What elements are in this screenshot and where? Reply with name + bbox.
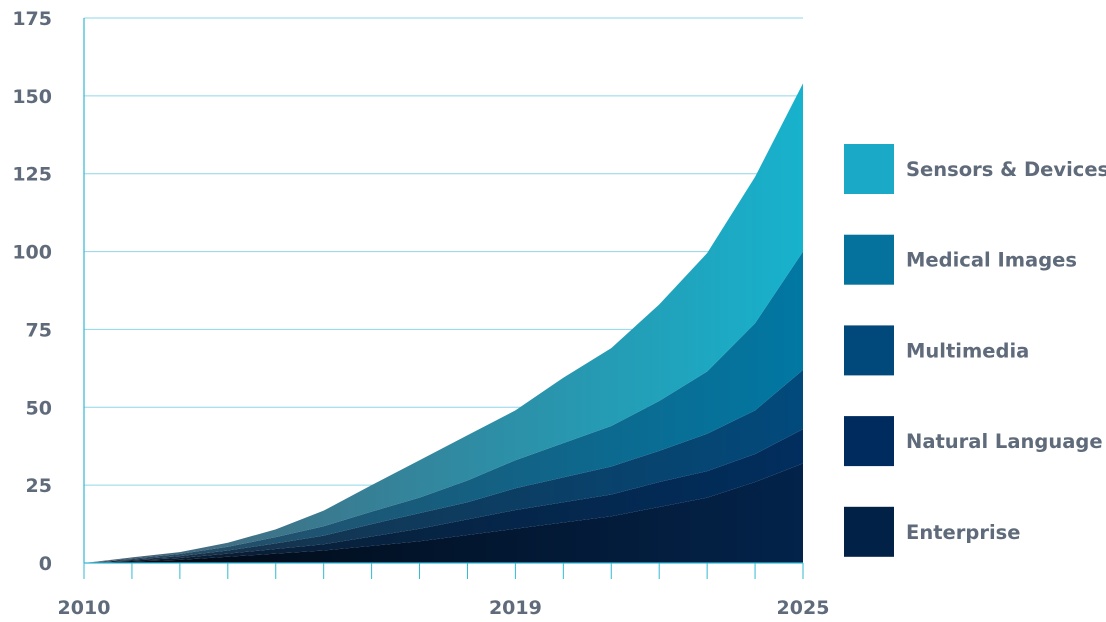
legend: Sensors & Devices Medical Images Multimedi… — [844, 144, 1106, 557]
y-tick-label: 0 — [39, 553, 52, 575]
legend-label: Medical Images — [906, 249, 1077, 272]
legend-label: Sensors & Devices — [906, 158, 1106, 181]
axis-layer — [83, 18, 804, 579]
y-tick-label: 150 — [12, 86, 52, 108]
legend-item-natural-language: Natural Language — [844, 416, 1103, 467]
area-medical-images — [84, 251, 803, 563]
legend-label: Multimedia — [906, 339, 1029, 362]
legend-swatch — [844, 506, 894, 557]
y-tick-label: 75 — [26, 319, 52, 341]
legend-label: Enterprise — [906, 521, 1020, 544]
legend-item-sensors-devices: Sensors & Devices — [844, 144, 1106, 194]
area-enterprise — [84, 463, 803, 563]
x-tick-label: 2019 — [489, 597, 542, 619]
grid-layer — [84, 17, 803, 486]
legend-item-enterprise: Enterprise — [844, 506, 1020, 557]
x-tick-label: 2010 — [58, 597, 111, 619]
y-tick-label: 50 — [26, 397, 52, 419]
legend-item-medical-images: Medical Images — [844, 234, 1077, 285]
x-tick-label: 2025 — [777, 597, 830, 619]
legend-label: Natural Language — [906, 430, 1103, 453]
y-tick-label: 125 — [12, 164, 52, 186]
legend-swatch — [844, 416, 894, 467]
label-layer: 0 25 50 75 100 125 150 175 2010 2019 2025 — [12, 8, 829, 619]
y-tick-label: 100 — [12, 242, 52, 264]
legend-item-multimedia: Multimedia — [844, 325, 1029, 376]
y-tick-label: 175 — [12, 8, 52, 30]
legend-swatch — [844, 234, 894, 285]
y-tick-label: 25 — [26, 475, 52, 497]
legend-swatch — [844, 144, 894, 194]
area-layer — [84, 83, 803, 564]
legend-swatch — [844, 325, 894, 376]
area-natural-language — [84, 429, 803, 563]
area-sensors-devices — [84, 83, 803, 564]
area-multimedia — [84, 369, 803, 563]
